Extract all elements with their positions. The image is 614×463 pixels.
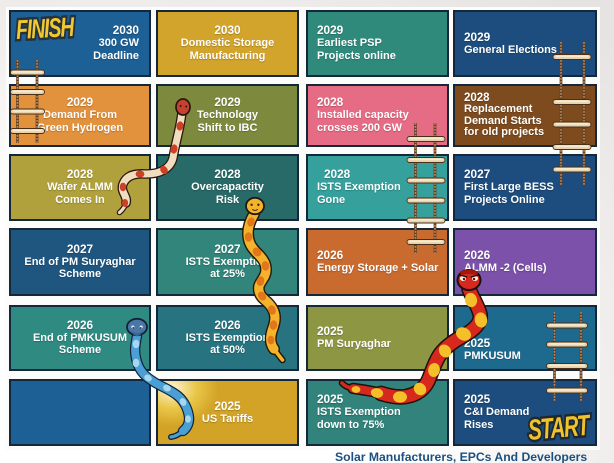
svg-text:FINISH: FINISH <box>15 12 76 45</box>
svg-text:START: START <box>527 409 593 447</box>
